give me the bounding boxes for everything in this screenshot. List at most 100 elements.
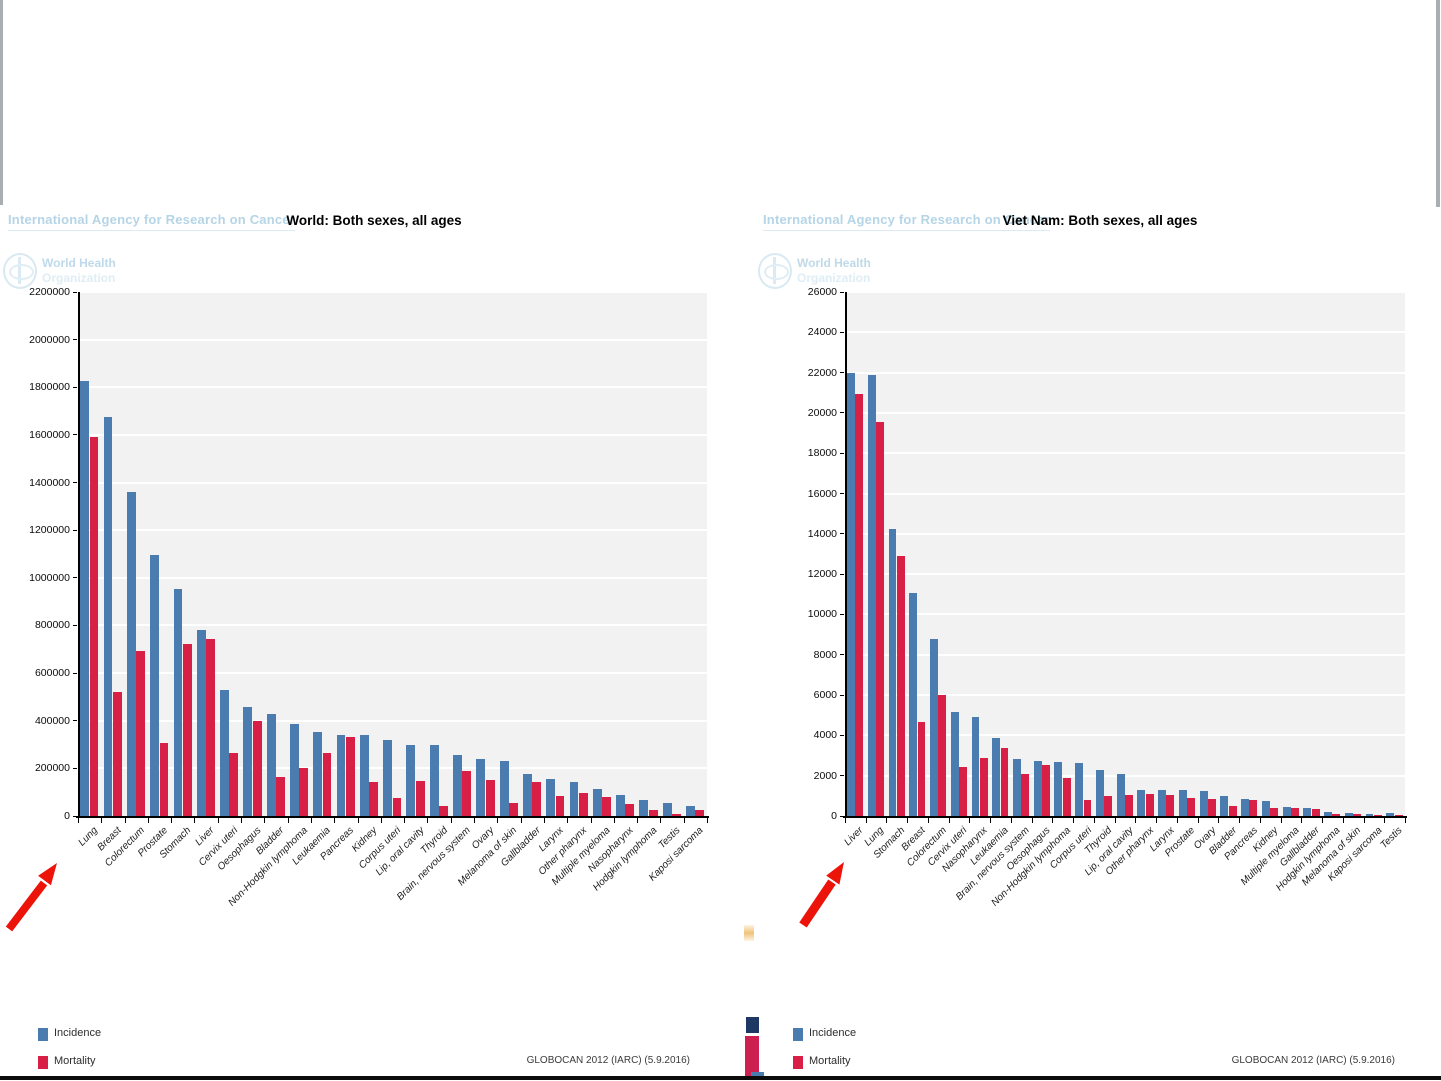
who-logo-text: World Health (797, 256, 871, 270)
mortality-bar (1021, 774, 1030, 816)
incidence-bar (1241, 799, 1250, 816)
incidence-bar (406, 744, 416, 816)
stray-orange-sliver (744, 925, 754, 941)
gridline (78, 433, 707, 436)
incidence-bar (103, 416, 113, 816)
x-axis-tick (124, 818, 126, 823)
y-axis-tick (73, 529, 77, 531)
x-axis-tick (543, 818, 545, 823)
incidence-bar (1386, 812, 1395, 816)
mortality-bar (369, 781, 379, 816)
x-axis-tick (1156, 818, 1158, 823)
incidence-bar (1282, 806, 1291, 816)
mortality-swatch-icon (38, 1056, 48, 1069)
y-axis-line (845, 292, 847, 818)
gridline (845, 492, 1405, 495)
mortality-bar (602, 796, 611, 816)
y-axis-label: 22000 (807, 366, 837, 379)
gridline (78, 767, 707, 770)
mortality-bar (276, 776, 285, 816)
mortality-bar (322, 752, 332, 816)
x-axis-tick (474, 818, 476, 823)
gridline (78, 386, 707, 389)
y-axis-tick (840, 412, 844, 414)
incidence-bar (80, 381, 90, 816)
incidence-bar (1199, 791, 1208, 816)
mortality-bar (1125, 794, 1133, 816)
mortality-bar (415, 781, 425, 816)
gridline (78, 719, 707, 722)
mortality-bar (1290, 808, 1299, 816)
x-axis-tick (886, 818, 888, 823)
mortality-bar (206, 638, 215, 816)
incidence-bar (1137, 789, 1146, 816)
mortality-bar (1394, 814, 1403, 816)
y-axis-tick (73, 767, 77, 769)
iarc-header: International Agency for Research on Can… (8, 212, 295, 231)
x-axis-tick (101, 818, 103, 823)
x-axis-tick (310, 818, 312, 823)
y-axis-tick (73, 482, 77, 484)
incidence-swatch-icon (38, 1028, 48, 1041)
x-axis-tick (194, 818, 196, 823)
incidence-bar (546, 778, 556, 816)
y-axis-label: 16000 (807, 487, 837, 500)
legend-label: Mortality (54, 1055, 96, 1067)
x-axis-tick (264, 818, 266, 823)
gridline (78, 529, 707, 532)
incidence-bar (383, 739, 393, 816)
mortality-bar (1062, 778, 1071, 816)
gridline (845, 371, 1405, 374)
incidence-bar (686, 805, 695, 816)
x-axis-label-text: Liver (842, 825, 866, 849)
incidence-bar (1116, 773, 1125, 816)
source-note: GLOBOCAN 2012 (IARC) (5.9.2016) (526, 1055, 690, 1066)
x-axis-tick (1363, 818, 1365, 823)
gridline (78, 672, 707, 675)
mortality-bar (1083, 799, 1092, 816)
gridline (845, 532, 1405, 535)
y-axis-line (78, 292, 80, 818)
x-axis-tick (1197, 818, 1199, 823)
gridline (845, 452, 1405, 455)
mortality-bar (229, 752, 239, 816)
x-axis-tick (637, 818, 639, 823)
mortality-bar (136, 650, 146, 816)
mortality-bar (672, 813, 681, 816)
mortality-bar (1145, 794, 1154, 816)
x-axis-tick (1301, 818, 1303, 823)
x-axis-tick (1218, 818, 1220, 823)
y-axis-tick (73, 672, 77, 674)
x-axis-tick (357, 818, 359, 823)
y-axis-label: 1000000 (29, 571, 70, 584)
y-axis-tick (73, 624, 77, 626)
y-axis-label: 20000 (807, 406, 837, 419)
x-axis-tick (404, 818, 406, 823)
y-axis-label: 1800000 (29, 381, 70, 394)
y-axis-label: 0 (831, 810, 837, 822)
mortality-bar (1166, 795, 1175, 816)
x-axis-tick (1114, 818, 1116, 823)
y-axis-tick (73, 291, 77, 293)
incidence-bar (243, 707, 253, 816)
chart-panel-world: International Agency for Research on Can… (0, 205, 710, 1081)
mortality-swatch-icon (793, 1056, 803, 1069)
y-axis-tick (840, 815, 844, 817)
y-axis-label: 600000 (34, 667, 70, 680)
gridline (845, 573, 1405, 576)
x-axis-line (76, 816, 709, 818)
x-axis-tick (613, 818, 615, 823)
mortality-bar (1353, 813, 1362, 816)
x-axis-tick (1280, 818, 1282, 823)
incidence-bar (1220, 795, 1229, 816)
incidence-bar (847, 372, 855, 816)
mortality-bar (959, 767, 967, 816)
x-axis-tick (380, 818, 382, 823)
chart-panel-vietnam: International Agency for Research on Can… (755, 205, 1441, 1081)
mortality-bar (1311, 808, 1320, 816)
incidence-bar (662, 802, 672, 816)
gridline (845, 613, 1405, 616)
x-axis-tick (1176, 818, 1178, 823)
mortality-bar (876, 421, 884, 816)
x-axis-tick (241, 818, 243, 823)
